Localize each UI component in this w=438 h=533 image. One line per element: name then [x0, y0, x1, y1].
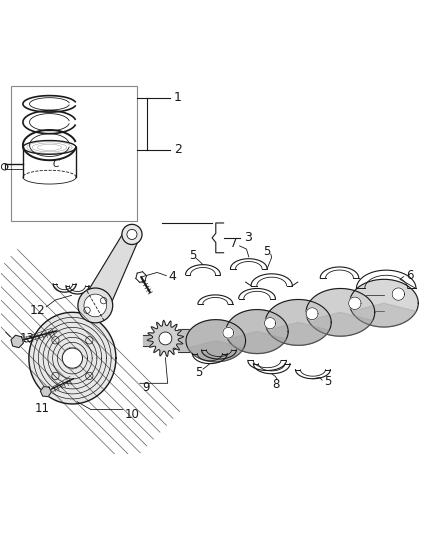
Text: 5: 5 [263, 245, 271, 258]
Text: 10: 10 [125, 408, 140, 421]
Text: 13: 13 [20, 333, 34, 345]
Polygon shape [40, 386, 51, 397]
Text: C: C [53, 159, 60, 169]
Circle shape [78, 288, 113, 323]
Text: 8: 8 [272, 378, 280, 391]
Polygon shape [159, 333, 178, 349]
Polygon shape [147, 320, 184, 357]
Polygon shape [257, 314, 298, 330]
Polygon shape [340, 295, 384, 311]
Polygon shape [308, 312, 373, 336]
Polygon shape [350, 279, 418, 327]
Text: 2: 2 [174, 143, 182, 156]
Text: 5: 5 [325, 375, 332, 389]
Polygon shape [216, 324, 257, 340]
Polygon shape [11, 335, 23, 348]
Polygon shape [186, 320, 246, 362]
Polygon shape [188, 341, 244, 362]
Bar [11, 85, 138, 221]
Polygon shape [178, 329, 216, 352]
Polygon shape [306, 288, 375, 336]
Text: 3: 3 [244, 231, 252, 244]
Circle shape [127, 229, 137, 239]
Polygon shape [228, 332, 286, 353]
Polygon shape [29, 312, 116, 404]
Text: 11: 11 [35, 402, 50, 415]
Polygon shape [83, 231, 139, 312]
Text: 6: 6 [406, 269, 414, 282]
Circle shape [122, 224, 142, 245]
Polygon shape [265, 300, 331, 345]
Polygon shape [267, 322, 329, 345]
Polygon shape [306, 308, 318, 320]
Polygon shape [352, 303, 416, 327]
Polygon shape [298, 304, 340, 320]
Circle shape [84, 294, 106, 317]
Text: 5: 5 [196, 366, 203, 379]
Circle shape [159, 332, 172, 345]
Text: 7: 7 [230, 237, 238, 250]
Polygon shape [349, 297, 361, 310]
Polygon shape [265, 318, 276, 329]
Text: 9: 9 [142, 382, 150, 394]
Polygon shape [143, 335, 159, 346]
Polygon shape [62, 348, 82, 368]
Text: 12: 12 [30, 304, 46, 317]
Text: 1: 1 [174, 91, 182, 104]
Polygon shape [392, 288, 405, 300]
Text: 4: 4 [169, 270, 177, 283]
Polygon shape [223, 327, 233, 338]
Polygon shape [226, 310, 288, 353]
Text: 5: 5 [189, 249, 197, 262]
